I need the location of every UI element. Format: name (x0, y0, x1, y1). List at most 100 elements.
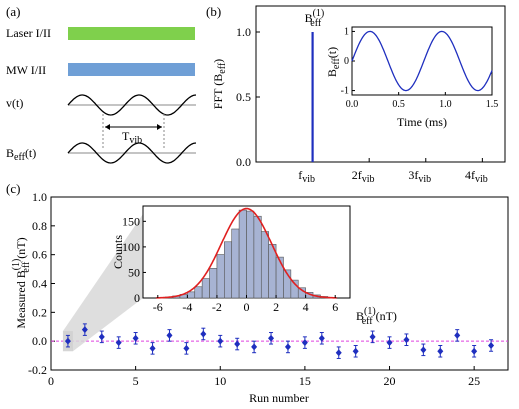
beff-wave (67, 142, 197, 164)
fft-x-tick-label: 3fvib (408, 168, 431, 185)
hist-gaussian-fit (156, 207, 337, 299)
run-point (81, 326, 88, 334)
runs-y-tick-label: 0.8 (32, 219, 47, 233)
mw-bar (68, 63, 195, 76)
v-label: v(t) (6, 96, 23, 110)
runs-x-axis-label: Run number (249, 391, 309, 405)
hist-bar (253, 215, 262, 299)
fft-x-ticks: fvib 2fvib 3fvib 4fvib (298, 158, 488, 185)
run-point (234, 340, 241, 348)
runs-x-ticks: 0 5 10 15 20 25 (48, 366, 480, 388)
runs-y-axis-label: Measured B(1)eff (nT) (11, 237, 32, 328)
fft-x-tick-label: 4fvib (465, 168, 488, 185)
run-point (183, 344, 190, 352)
run-point (64, 337, 71, 345)
run-point (403, 336, 410, 344)
runs-x-tick-label: 25 (468, 374, 480, 388)
hist-bar (209, 268, 218, 299)
inset-x-tick-label: 0.0 (346, 99, 359, 110)
fft-y-axis-label: FFT (Beff) (211, 59, 228, 109)
hist-x-ticks: -6 -4 -2 0 2 4 6 (153, 295, 338, 314)
laser-label: Laser I/II (6, 26, 51, 40)
fft-axes-frame (255, 5, 506, 163)
panel-b: (b) 0.0 0.5 1.0 fvib 2fvib 3fvib 4fvib B(1) ef… (206, 4, 506, 185)
hist-bar (238, 209, 247, 299)
hist-bars (157, 209, 336, 299)
hist-x-tick-label: -4 (182, 300, 192, 314)
run-point (268, 334, 275, 342)
run-point (166, 331, 173, 339)
run-point (335, 349, 342, 357)
hist-bar (216, 254, 225, 299)
runs-points (64, 323, 495, 359)
run-point (488, 341, 495, 349)
hist-bar (224, 241, 233, 299)
run-point (251, 343, 258, 351)
panel-a-label: (a) (6, 4, 20, 19)
zoom-highlight-wedge (62, 214, 143, 352)
run-point (471, 347, 478, 355)
runs-x-tick-label: 5 (133, 374, 139, 388)
inset-axes-frame (351, 26, 493, 96)
inset-y-tick-label: 1 (344, 26, 349, 37)
tvib-label: Tvib (122, 129, 142, 146)
runs-y-tick-label: 1.0 (32, 190, 47, 204)
hist-x-tick-label: 4 (303, 300, 309, 314)
inset-x-tick-label: 0.5 (392, 99, 405, 110)
hist-x-axis-label: B(1) eff (nT) (356, 306, 397, 327)
run-point (318, 334, 325, 342)
run-point (386, 339, 393, 347)
inset-x-tick-label: 1.0 (439, 99, 452, 110)
inset-x-ticks: 0.0 0.5 1.0 1.5 (346, 92, 498, 110)
run-point (217, 337, 224, 345)
runs-x-tick-label: 10 (214, 374, 226, 388)
inset-y-tick-label: 0 (344, 56, 349, 67)
inset-y-axis-label: Beff(t) (325, 47, 342, 77)
fft-y-tick-label: 1.0 (236, 25, 251, 39)
runs-y-tick-label: 0.0 (32, 334, 47, 348)
fft-peak-label: B(1) eff (305, 8, 325, 29)
beff-label: Beff(t) (6, 146, 36, 163)
runs-y-tick-label: 0.6 (32, 248, 47, 262)
hist-bar (201, 278, 210, 299)
run-point (301, 339, 308, 347)
run-point (369, 333, 376, 341)
hist-bar (231, 228, 240, 299)
hist-x-tick-label: -2 (212, 300, 222, 314)
run-point (200, 330, 207, 338)
panel-a: (a) Laser I/II MW I/II v(t) Beff(t) Tvib (6, 4, 197, 164)
v-wave (67, 94, 197, 116)
runs-x-tick-label: 20 (384, 374, 396, 388)
hist-bar (187, 291, 196, 299)
hist-y-tick-label: 0 (134, 291, 140, 305)
hist-y-tick-label: 100 (122, 240, 140, 254)
fft-y-tick-label: 0.0 (236, 155, 251, 169)
runs-y-tick-label: 0.4 (32, 277, 47, 291)
hist-bar (275, 256, 284, 299)
runs-x-tick-label: 15 (299, 374, 311, 388)
hist-y-tick-label: 50 (128, 265, 140, 279)
runs-y-ticks: -0.2 0.0 0.2 0.4 0.6 0.8 1.0 (28, 190, 55, 377)
hist-x-tick-label: 6 (332, 300, 338, 314)
hist-x-tick-label: -6 (153, 300, 163, 314)
hist-x-tick-label: 0 (244, 300, 250, 314)
panel-c: (c) -0.20.00.20.40.60.81.0 0 5 10 15 20 25 Ru… (6, 181, 509, 405)
hist-x-tick-label: 2 (273, 300, 279, 314)
run-point (454, 331, 461, 339)
panel-b-label: (b) (206, 4, 221, 19)
inset-x-axis-label: Time (ms) (397, 115, 447, 129)
inset-beff-curve (351, 30, 493, 92)
hist-y-tick-label: 150 (122, 214, 140, 228)
run-point (132, 334, 139, 342)
fft-x-tick-label: 2fvib (352, 168, 375, 185)
inset-y-ticks: -1 0 1 (341, 26, 355, 97)
hist-bar (260, 231, 269, 299)
run-point (420, 346, 427, 354)
runs-y-tick-label: 0.2 (32, 305, 47, 319)
hist-bar (194, 286, 203, 299)
hist-bar (246, 210, 255, 299)
hist-y-axis-label: Counts (111, 235, 125, 269)
runs-x-tick-label: 0 (48, 374, 54, 388)
fft-x-tick-label: fvib (298, 168, 315, 185)
